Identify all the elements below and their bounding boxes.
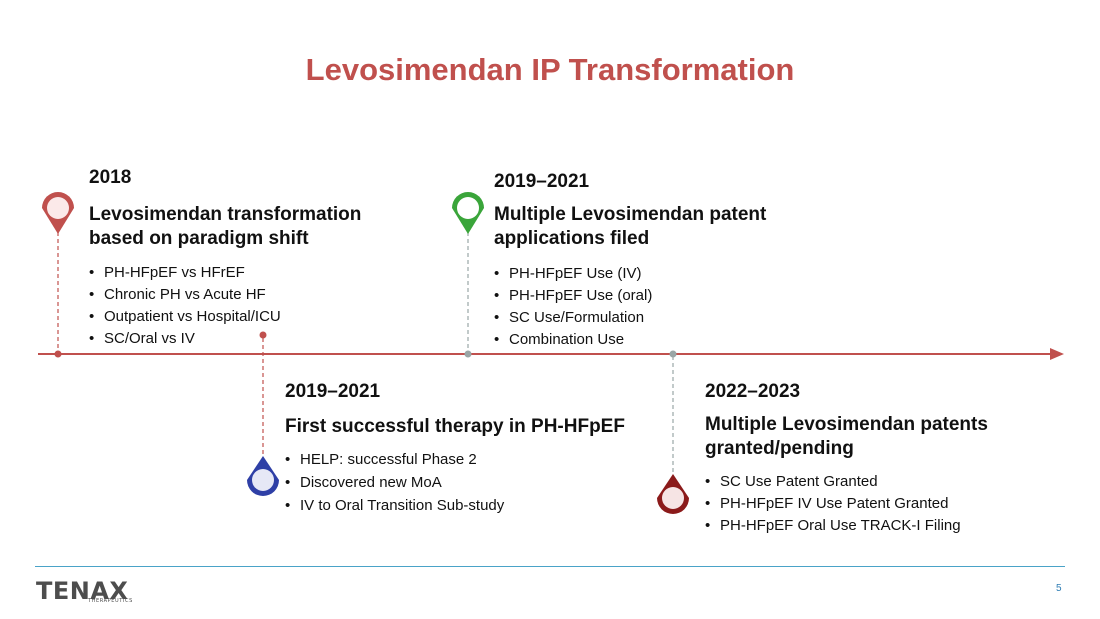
event-headline: Levosimendan transformation based on par… <box>89 204 362 249</box>
list-item: Chronic PH vs Acute HF <box>89 284 409 306</box>
event-2019-2021-therapy: 2019–2021 First successful therapy in PH… <box>285 381 645 517</box>
event-headline: Multiple Levosimendan patent application… <box>494 204 767 249</box>
event-headline: First successful therapy in PH-HFpEF <box>285 416 625 437</box>
event-bullets: SC Use Patent Granted PH-HFpEF IV Use Pa… <box>705 471 1025 537</box>
map-pin-icon <box>657 474 689 514</box>
list-item: SC/Oral vs IV <box>89 328 409 350</box>
list-item: HELP: successful Phase 2 <box>285 448 645 471</box>
list-item: Outpatient vs Hospital/ICU <box>89 306 409 328</box>
timeline-dot-2019-upper <box>464 350 472 358</box>
list-item: PH-HFpEF Oral Use TRACK-I Filing <box>705 515 1025 537</box>
timeline-dot-2022 <box>669 350 677 358</box>
event-year: 2018 <box>89 167 132 188</box>
slide-title: Levosimendan IP Transformation <box>305 52 795 87</box>
logo-tagline: THERAPEUTICS <box>88 598 133 604</box>
timeline-arrowhead <box>1050 348 1064 360</box>
list-item: SC Use/Formulation <box>494 307 814 329</box>
event-year: 2019–2021 <box>494 171 590 192</box>
event-year: 2019–2021 <box>285 381 381 402</box>
event-headline: Multiple Levosimendan patents granted/pe… <box>705 414 988 459</box>
event-2018: 2018 Levosimendan transformation based o… <box>89 167 409 350</box>
logo-wordmark: TENAX <box>36 577 129 605</box>
list-item: SC Use Patent Granted <box>705 471 1025 493</box>
event-bullets: PH-HFpEF Use (IV) PH-HFpEF Use (oral) SC… <box>494 263 814 351</box>
list-item: PH-HFpEF Use (IV) <box>494 263 814 285</box>
page-number: 5 <box>1056 583 1062 594</box>
footer-divider <box>35 566 1065 567</box>
event-year: 2022–2023 <box>705 381 801 402</box>
list-item: IV to Oral Transition Sub-study <box>285 494 645 517</box>
timeline-dot-2018 <box>54 350 62 358</box>
map-pin-icon <box>452 192 484 234</box>
event-2019-2021-applications: 2019–2021 Multiple Levosimendan patent a… <box>494 171 814 351</box>
list-item: Combination Use <box>494 329 814 351</box>
list-item: PH-HFpEF IV Use Patent Granted <box>705 493 1025 515</box>
map-pin-icon <box>247 456 279 496</box>
list-item: PH-HFpEF Use (oral) <box>494 285 814 307</box>
event-2022-2023: 2022–2023 Multiple Levosimendan patents … <box>705 381 1025 537</box>
map-pin-icon <box>42 192 74 234</box>
event-bullets: HELP: successful Phase 2 Discovered new … <box>285 448 645 517</box>
event-bullets: PH-HFpEF vs HFrEF Chronic PH vs Acute HF… <box>89 262 409 350</box>
list-item: Discovered new MoA <box>285 471 645 494</box>
company-logo: TENAX THERAPEUTICS <box>36 577 146 609</box>
list-item: PH-HFpEF vs HFrEF <box>89 262 409 284</box>
